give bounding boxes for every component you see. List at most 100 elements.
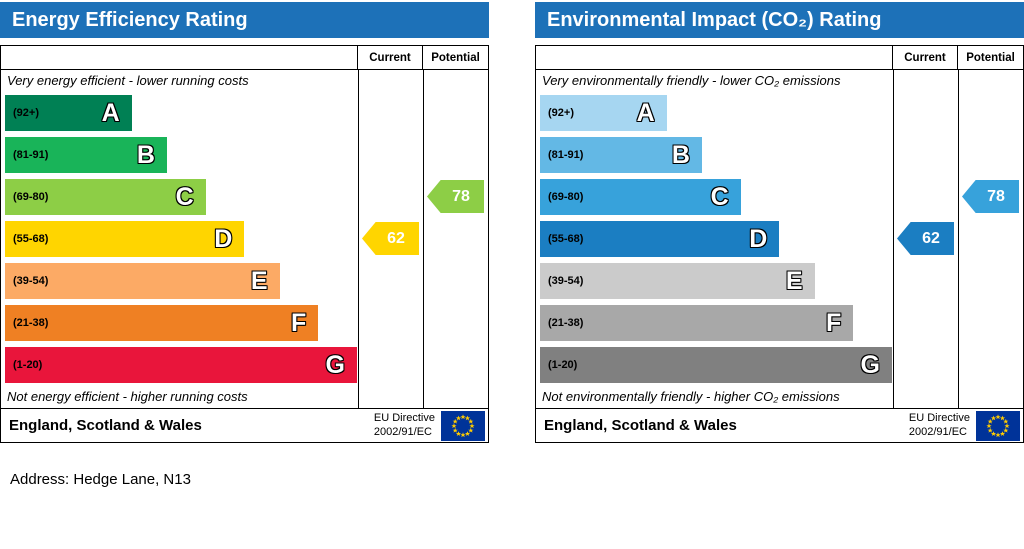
chart-box: Current Potential Very environmentally f… — [535, 45, 1024, 443]
column-header-row: Current Potential — [536, 46, 1023, 70]
band-bar: (21-38) F — [5, 305, 319, 341]
band-range-label: (1-20) — [548, 359, 578, 371]
band-row-g: (1-20) G — [5, 344, 357, 386]
band-row-c: (69-80) C — [5, 176, 357, 218]
chart-footer: England, Scotland & Wales EU Directive 2… — [536, 408, 1023, 442]
band-letter: D — [749, 224, 768, 253]
band-bar: (1-20) G — [5, 347, 357, 383]
band-range-label: (92+) — [13, 107, 39, 119]
band-range-label: (81-91) — [548, 149, 584, 161]
band-letter: G — [325, 350, 345, 379]
band-bar: (81-91) B — [5, 137, 167, 173]
band-bar: (39-54) E — [540, 263, 815, 299]
chart-box: Current Potential Very energy efficient … — [0, 45, 489, 443]
band-letter: C — [710, 182, 729, 211]
band-bar: (69-80) C — [5, 179, 206, 215]
potential-rating-arrow: 78 — [962, 180, 1019, 213]
chart-title-bar: Energy Efficiency Rating — [0, 2, 489, 38]
potential-column-divider — [958, 70, 959, 408]
band-range-label: (55-68) — [548, 233, 584, 245]
current-column-divider — [358, 70, 359, 408]
band-bar: (55-68) D — [5, 221, 245, 257]
band-bar: (81-91) B — [540, 137, 702, 173]
current-column-divider — [893, 70, 894, 408]
bottom-caption: Not environmentally friendly - higher CO… — [542, 389, 840, 404]
eu-flag-icon — [976, 410, 1020, 441]
chart-body: Very environmentally friendly - lower CO… — [536, 70, 1023, 408]
band-bar: (55-68) D — [540, 221, 780, 257]
band-letter: C — [175, 182, 194, 211]
band-letter: D — [214, 224, 233, 253]
region-label: England, Scotland & Wales — [544, 417, 737, 434]
band-row-a: (92+) A — [5, 92, 357, 134]
address-line: Address: Hedge Lane, N13 — [10, 471, 191, 488]
current-rating-arrow: 62 — [362, 222, 419, 255]
column-header-row: Current Potential — [1, 46, 488, 70]
current-rating-arrow: 62 — [897, 222, 954, 255]
chart-footer: England, Scotland & Wales EU Directive 2… — [1, 408, 488, 442]
band-row-b: (81-91) B — [540, 134, 892, 176]
column-header-spacer — [1, 46, 358, 69]
chart-body: Very energy efficient - lower running co… — [1, 70, 488, 408]
eu-directive-line1: EU Directive — [908, 412, 970, 425]
band-letter: G — [860, 350, 880, 379]
eu-directive-line1: EU Directive — [373, 412, 435, 425]
top-caption: Very energy efficient - lower running co… — [7, 73, 249, 88]
eu-flag-icon — [441, 410, 485, 441]
chart-title: Energy Efficiency Rating — [12, 9, 248, 31]
band-letter: E — [785, 266, 803, 295]
band-bar: (39-54) E — [5, 263, 280, 299]
band-row-a: (92+) A — [540, 92, 892, 134]
band-bar: (69-80) C — [540, 179, 741, 215]
chart-title: Environmental Impact (CO₂) Rating — [547, 9, 882, 31]
top-caption: Very environmentally friendly - lower CO… — [542, 73, 841, 88]
band-bar: (92+) A — [5, 95, 132, 131]
potential-column-header: Potential — [966, 51, 1015, 64]
band-range-label: (21-38) — [13, 317, 49, 329]
current-column-header: Current — [893, 46, 958, 69]
environmental-impact-rating-chart: Environmental Impact (CO₂) Rating Curren… — [535, 2, 1024, 443]
eu-directive-label: EU Directive 2002/91/EC — [909, 412, 970, 438]
band-row-e: (39-54) E — [5, 260, 357, 302]
band-row-b: (81-91) B — [5, 134, 357, 176]
band-letter: F — [290, 308, 307, 337]
band-row-f: (21-38) F — [540, 302, 892, 344]
band-row-g: (1-20) G — [540, 344, 892, 386]
bottom-caption: Not energy efficient - higher running co… — [7, 389, 248, 404]
band-letter: B — [136, 140, 155, 169]
band-range-label: (1-20) — [13, 359, 43, 371]
eu-directive-label: EU Directive 2002/91/EC — [374, 412, 435, 438]
band-range-label: (55-68) — [13, 233, 49, 245]
potential-rating-arrow: 78 — [427, 180, 484, 213]
band-bar: (1-20) G — [540, 347, 892, 383]
band-range-label: (92+) — [548, 107, 574, 119]
band-row-d: (55-68) D — [5, 218, 357, 260]
current-column-header: Current — [358, 46, 423, 69]
band-range-label: (69-80) — [548, 191, 584, 203]
band-row-d: (55-68) D — [540, 218, 892, 260]
band-row-c: (69-80) C — [540, 176, 892, 218]
potential-column-header: Potential — [431, 51, 480, 64]
band-range-label: (39-54) — [548, 275, 584, 287]
energy-efficiency-rating-chart: Energy Efficiency Rating Current Potenti… — [0, 2, 489, 443]
band-letter: B — [671, 140, 690, 169]
epc-charts: Energy Efficiency Rating Current Potenti… — [0, 2, 1024, 443]
potential-column-divider — [423, 70, 424, 408]
band-range-label: (39-54) — [13, 275, 49, 287]
band-letter: E — [250, 266, 268, 295]
band-letter: A — [636, 98, 655, 127]
band-bar: (92+) A — [540, 95, 667, 131]
band-letter: A — [101, 98, 120, 127]
chart-title-bar: Environmental Impact (CO₂) Rating — [535, 2, 1024, 38]
column-header-spacer — [536, 46, 893, 69]
region-label: England, Scotland & Wales — [9, 417, 202, 434]
band-range-label: (21-38) — [548, 317, 584, 329]
band-range-label: (81-91) — [13, 149, 49, 161]
band-row-f: (21-38) F — [5, 302, 357, 344]
band-letter: F — [825, 308, 842, 337]
eu-directive-line2: 2002/91/EC — [373, 425, 432, 438]
band-range-label: (69-80) — [13, 191, 49, 203]
band-bar: (21-38) F — [540, 305, 854, 341]
eu-directive-line2: 2002/91/EC — [908, 425, 967, 438]
band-row-e: (39-54) E — [540, 260, 892, 302]
